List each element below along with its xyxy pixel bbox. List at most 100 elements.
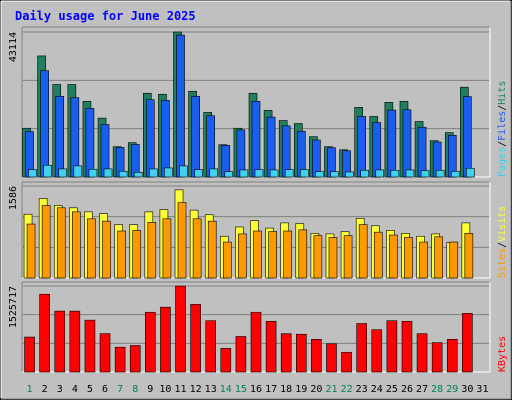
x-tick-label-day-6: 6 (102, 384, 108, 395)
legend-separator: / (497, 105, 508, 111)
bar-kbytes-day-22 (341, 351, 352, 373)
bar-sites-day-26 (404, 237, 413, 279)
bar-sites-day-5 (87, 218, 96, 279)
bar-kbytes-day-13 (205, 320, 217, 373)
bar-kbytes-day-18 (280, 333, 292, 373)
bar-sites-day-16 (253, 230, 262, 279)
bar-kbytes-day-9 (145, 311, 156, 373)
x-tick-label-day-7: 7 (117, 384, 123, 395)
bar-sites-day-7 (117, 230, 126, 279)
bar-pages-day-19 (299, 169, 309, 178)
y-max-label: 43114 (8, 32, 19, 62)
bar-files-day-11 (176, 34, 185, 178)
bar-pages-day-18 (284, 169, 294, 178)
bar-pages-day-2 (43, 164, 52, 178)
bar-kbytes-day-21 (326, 343, 337, 373)
bar-sites-day-13 (207, 220, 217, 279)
x-tick-label-day-1: 1 (27, 384, 33, 395)
x-tick-label-day-31: 31 (476, 384, 488, 395)
bar-pages-day-24 (375, 169, 385, 178)
bar-sites-day-21 (328, 237, 338, 279)
bar-pages-day-4 (73, 165, 83, 178)
bar-pages-day-7 (118, 170, 128, 178)
bar-pages-day-17 (269, 169, 279, 178)
bar-pages-day-22 (345, 171, 354, 178)
bar-sites-day-29 (449, 241, 459, 279)
bar-sites-day-3 (56, 207, 66, 279)
x-tick-label-day-28: 28 (431, 384, 443, 395)
bar-files-day-23 (357, 116, 366, 178)
series-legend: KBytes (497, 336, 508, 372)
y-max-label: 1586 (8, 186, 19, 210)
x-tick-label-day-16: 16 (250, 384, 262, 395)
chart-panel-1: 43114 Pages/Files/Hits (8, 26, 508, 178)
bar-sites-day-14 (223, 241, 232, 279)
bar-kbytes-day-3 (54, 310, 66, 373)
bar-files-day-24 (372, 122, 382, 178)
bar-files-day-25 (387, 109, 397, 178)
bar-pages-day-16 (254, 169, 264, 178)
bar-files-day-16 (251, 101, 261, 178)
bar-sites-day-11 (177, 202, 187, 279)
y-max-label: 1525717 (8, 286, 19, 328)
bar-sites-day-20 (313, 235, 323, 279)
bar-kbytes-day-12 (190, 304, 201, 373)
chart-panel-3: 1525717 KBytes (8, 281, 508, 373)
bar-sites-day-30 (464, 233, 474, 279)
bar-pages-day-21 (330, 171, 339, 178)
bar-files-day-5 (85, 108, 95, 178)
bar-kbytes-day-28 (431, 342, 443, 373)
legend-item-kbytes: KBytes (497, 336, 508, 372)
series-legend: Pages/Files/Hits (497, 81, 508, 177)
bar-files-day-27 (417, 126, 427, 178)
legend-separator: / (497, 242, 508, 248)
x-tick-label-day-30: 30 (461, 384, 473, 395)
bar-sites-day-10 (162, 218, 172, 279)
bar-pages-day-11 (179, 165, 188, 178)
bar-kbytes-day-26 (401, 320, 413, 373)
bar-pages-day-30 (466, 167, 475, 178)
bar-sites-day-8 (132, 230, 142, 279)
bar-pages-day-9 (149, 168, 158, 178)
x-tick-label-day-17: 17 (265, 384, 277, 395)
bar-pages-day-29 (450, 170, 460, 178)
bar-pages-day-3 (58, 168, 68, 178)
x-tick-label-day-21: 21 (325, 384, 337, 395)
bar-sites-day-12 (192, 218, 202, 279)
legend-item-hits: Hits (497, 81, 508, 105)
bar-sites-day-24 (373, 231, 383, 279)
bar-sites-day-9 (147, 222, 157, 279)
x-tick-label-day-18: 18 (280, 384, 292, 395)
x-tick-label-day-9: 9 (147, 384, 153, 395)
x-tick-label-day-29: 29 (446, 384, 458, 395)
bar-pages-day-20 (315, 171, 324, 178)
bar-kbytes-day-23 (356, 323, 367, 373)
bar-pages-day-14 (224, 171, 234, 178)
x-tick-label-day-12: 12 (190, 384, 202, 395)
x-tick-label-day-19: 19 (295, 384, 307, 395)
x-tick-label-day-10: 10 (159, 384, 171, 395)
legend-item-sites: Sites (497, 248, 508, 278)
bar-sites-day-27 (419, 241, 428, 279)
bar-pages-day-28 (435, 169, 445, 178)
bar-sites-day-17 (268, 231, 277, 279)
x-tick-label-day-13: 13 (205, 384, 217, 395)
bar-kbytes-day-14 (220, 348, 232, 373)
legend-item-visits: Visits (497, 206, 508, 242)
bar-pages-day-6 (103, 168, 113, 178)
bar-kbytes-day-4 (69, 310, 81, 373)
bar-kbytes-day-17 (265, 320, 277, 373)
bar-kbytes-day-8 (129, 345, 141, 373)
bar-pages-day-27 (420, 170, 430, 178)
bar-files-day-26 (402, 109, 412, 178)
x-tick-label-day-14: 14 (220, 384, 232, 395)
bar-pages-day-25 (390, 169, 400, 178)
x-tick-label-day-25: 25 (386, 384, 398, 395)
bar-kbytes-day-15 (235, 336, 247, 373)
bar-pages-day-1 (28, 169, 37, 178)
bar-sites-day-6 (102, 220, 111, 279)
bar-sites-day-25 (389, 234, 398, 279)
bar-files-day-29 (447, 135, 457, 178)
bar-kbytes-day-25 (386, 320, 398, 373)
